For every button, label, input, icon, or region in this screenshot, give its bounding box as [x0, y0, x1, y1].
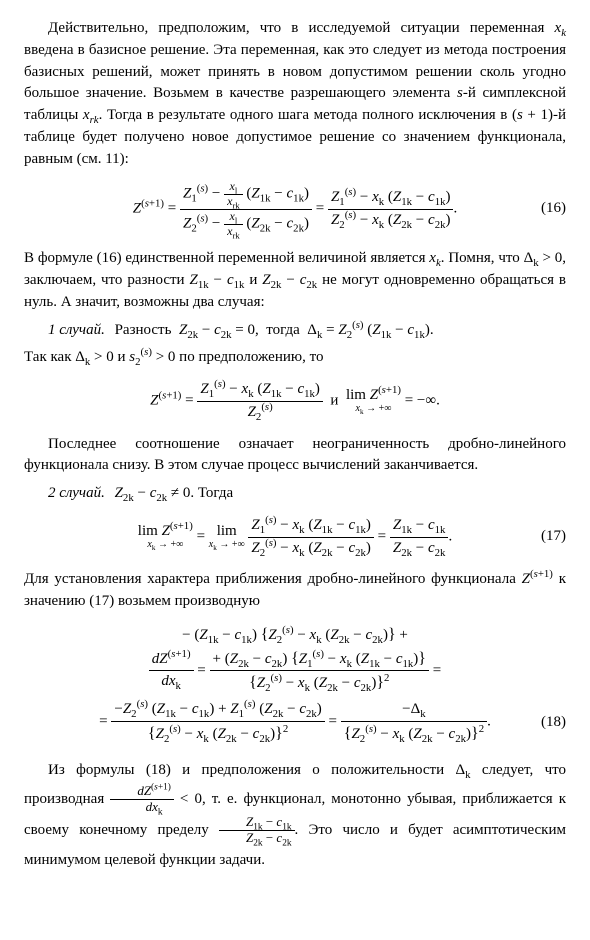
case-2-label: 2 случай. [48, 485, 105, 501]
paragraph-final: Из формулы (18) и предположения о положи… [24, 756, 566, 875]
paragraph-after-16: В формуле (16) единственной переменной в… [24, 248, 566, 313]
case-1-label: 1 случай. [48, 322, 105, 338]
equation-number-18: (18) [541, 712, 566, 734]
equation-17: lim Z(s+1) xk → +∞ = lim xk → +∞ Z1(s) −… [24, 515, 566, 560]
equation-18-bot: = −Z2(s) (Z1k − c1k) + Z1(s) (Z2k − c2k)… [24, 699, 566, 746]
paragraph-before-18: Для установления характера приближения д… [24, 569, 566, 613]
equation-18-mid: dZ(s+1) dxk = + (Z2k − c2k) {Z1(s) − xk … [24, 647, 566, 696]
case-1-line-2: Так как Δk > 0 и s2(s) > 0 по предположе… [24, 347, 566, 369]
eq-case1-and: и [330, 393, 338, 409]
equation-number-16: (16) [541, 198, 566, 220]
paragraph-after-case1: Последнее соотношение означает неогранич… [24, 434, 566, 478]
case-2-line: 2 случай. Z2k − c2k ≠ 0. Тогда [24, 483, 566, 505]
equation-case-1: Z(s+1) = Z1(s) − xk (Z1k − c1k) Z2(s) и … [24, 379, 566, 424]
paragraph-intro: Действительно, предположим, что в исслед… [24, 18, 566, 170]
equation-16: Z(s+1) = Z1(s) − xlxrk (Z1k − c1k) Z2(s)… [24, 180, 566, 238]
equation-18-top: − (Z1k − c1k) {Z2(s) − xk (Z2k − c2k)} + [24, 623, 566, 647]
equation-number-17: (17) [541, 526, 566, 548]
case-1-line-1: 1 случай. Разность Z2k − c2k = 0, тогда … [24, 320, 566, 342]
